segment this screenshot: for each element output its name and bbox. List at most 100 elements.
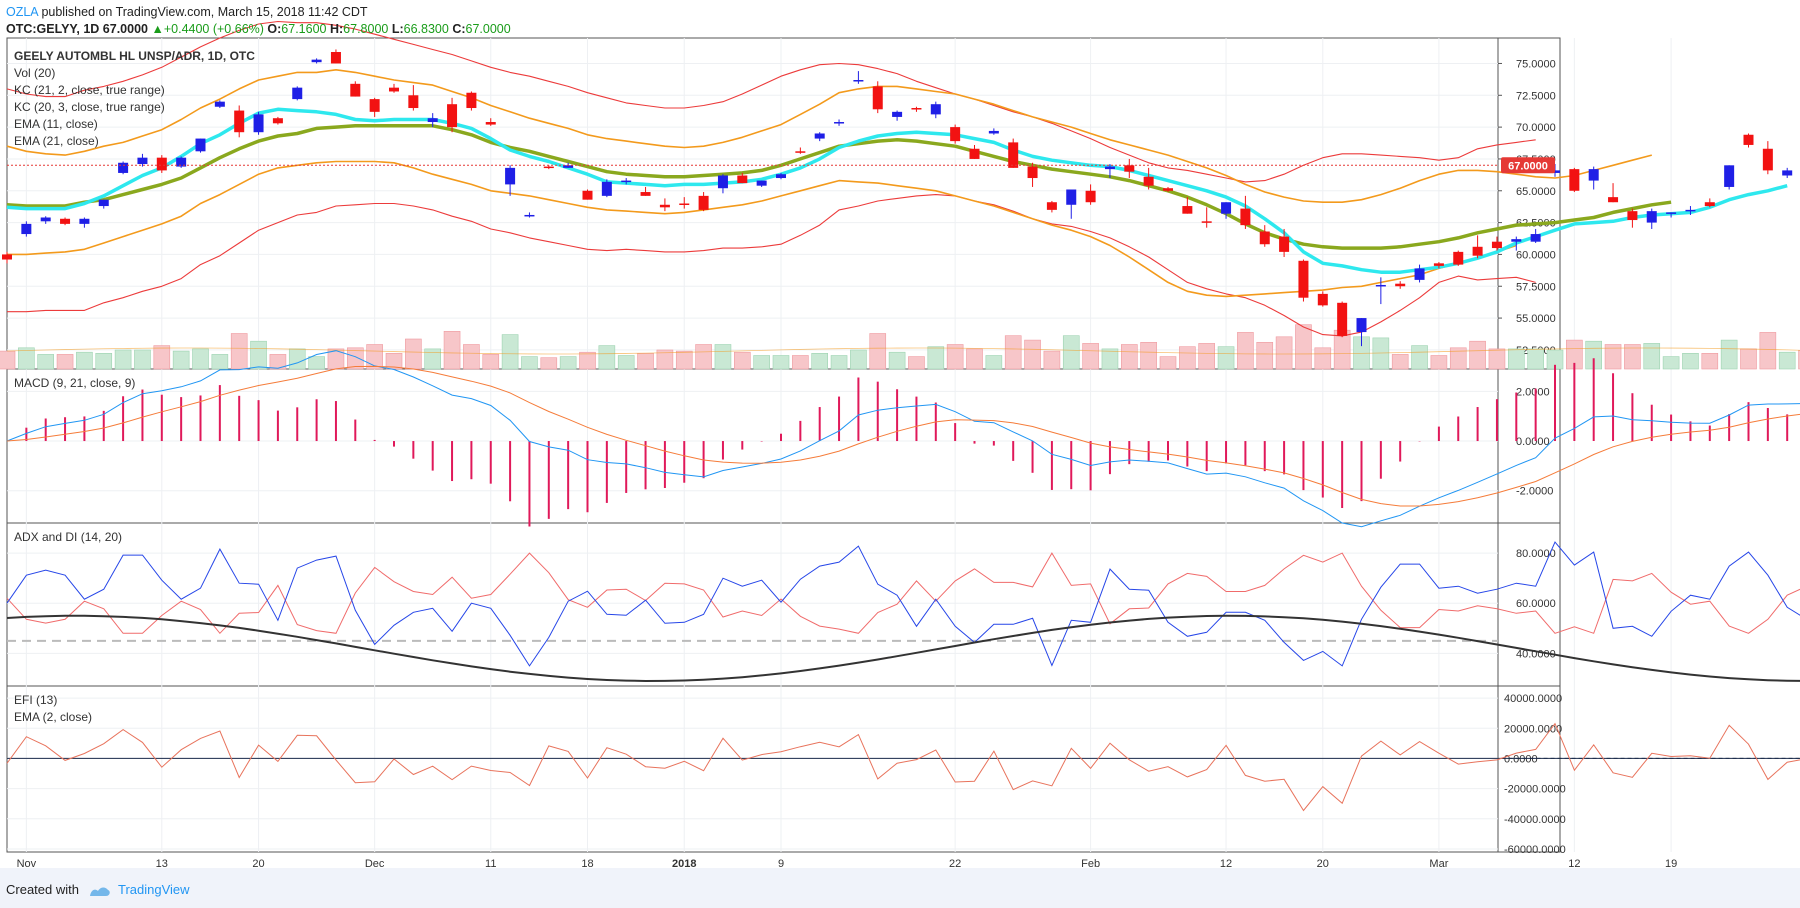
- volume-bar: [598, 345, 616, 370]
- candle-body: [1491, 241, 1502, 249]
- high-value: 67.8000: [343, 22, 389, 36]
- candle-body: [640, 192, 651, 196]
- candle-body: [1298, 260, 1309, 298]
- volume-bar: [1217, 346, 1235, 370]
- volume-bar: [1391, 354, 1409, 370]
- volume-bar: [463, 344, 480, 370]
- volume-bar: [985, 355, 1003, 370]
- kc-inner-upper-line: [6, 69, 1653, 203]
- last-price-tag: [1501, 157, 1555, 174]
- candle-body: [969, 148, 980, 159]
- kc-inner-lower-line: [7, 160, 1517, 298]
- candle-body: [679, 203, 690, 205]
- candle-body: [1240, 208, 1251, 226]
- last-price-label: 67.0000: [1508, 160, 1548, 172]
- volume-bar: [308, 356, 325, 370]
- publisher-name[interactable]: OZLA: [6, 5, 38, 19]
- candle-body: [98, 199, 109, 207]
- candle-body: [156, 157, 167, 171]
- volume-bar: [927, 346, 945, 370]
- candle-body: [292, 87, 303, 100]
- x-tick-label: 12: [1220, 858, 1232, 870]
- candle-body: [1472, 246, 1483, 256]
- adx-legend: ADX and DI (14, 20): [14, 530, 122, 544]
- last-price: 67.0000: [102, 22, 148, 36]
- volume-bar: [1121, 344, 1138, 370]
- candle-body: [776, 174, 786, 179]
- y-tick-label: 80.0000: [1516, 548, 1556, 560]
- candle-body: [1104, 166, 1115, 170]
- volume-bar: [675, 350, 693, 370]
- volume-bar: [1411, 345, 1428, 370]
- candle-body: [1627, 211, 1638, 221]
- candle-body: [1530, 234, 1541, 242]
- efi-ema-legend: EMA (2, close): [14, 710, 92, 724]
- volume-bar: [850, 349, 867, 370]
- candle-body: [1356, 318, 1367, 333]
- candle-body: [40, 217, 51, 222]
- volume-bar: [95, 352, 113, 370]
- tradingview-link[interactable]: TradingView: [118, 882, 190, 897]
- candle-body: [1085, 190, 1096, 203]
- volume-bar: [114, 349, 132, 370]
- volume-bar: [830, 355, 848, 370]
- high-label: H:: [329, 22, 344, 36]
- y-tick-label: 57.5000: [1516, 281, 1556, 293]
- volume-bar: [559, 356, 577, 370]
- candle-body: [137, 157, 148, 165]
- candle-body: [524, 214, 535, 217]
- candle-body: [1027, 166, 1038, 179]
- candle-body: [659, 204, 670, 208]
- volume-bar: [1101, 348, 1119, 370]
- volume-bar: [482, 354, 500, 370]
- symbol-name[interactable]: OTC:GELYY, 1D: [6, 22, 100, 36]
- volume-bar: [1004, 335, 1022, 370]
- candle-body: [853, 80, 864, 82]
- volume-bar: [1430, 355, 1448, 370]
- price-change: +0.4400 (+0.66%): [163, 22, 264, 36]
- candle-body: [118, 162, 129, 173]
- candle-body: [408, 95, 419, 109]
- candle-body: [1685, 209, 1696, 212]
- volume-bar: [1604, 344, 1622, 370]
- volume-bar: [1062, 335, 1080, 370]
- candle-body: [1066, 189, 1077, 205]
- x-tick-label: 2018: [672, 858, 696, 870]
- volume-bar: [1179, 346, 1196, 370]
- candle-body: [1279, 236, 1290, 252]
- volume-bar: [153, 345, 171, 370]
- volume-bar: [1624, 344, 1641, 370]
- signal-line: [6, 365, 1800, 507]
- candle-body: [79, 218, 90, 224]
- candle-body: [1201, 221, 1212, 223]
- candle-body: [756, 180, 767, 186]
- x-tick-label: 20: [1317, 858, 1329, 870]
- candle-body: [60, 218, 71, 224]
- x-tick-label: Dec: [365, 858, 385, 870]
- candle-body: [2, 254, 12, 260]
- open-label: O:: [267, 22, 282, 36]
- candle-body: [466, 92, 477, 109]
- kc-outer-upper-line: [6, 20, 1536, 183]
- candle-body: [1511, 239, 1522, 242]
- candle-body: [350, 83, 361, 97]
- volume-bar: [1024, 339, 1041, 370]
- candle-body: [1143, 176, 1154, 186]
- footer: Created with TradingView: [6, 882, 190, 898]
- y-tick-label: 60.0000: [1516, 249, 1556, 261]
- y-tick-label: -2.0000: [1516, 486, 1553, 498]
- candle-body: [911, 108, 922, 110]
- candle-body: [930, 104, 941, 115]
- candle-body: [1453, 251, 1464, 265]
- volume-bar: [966, 348, 983, 370]
- x-tick-label: Feb: [1081, 858, 1100, 870]
- y-tick-label: -20000.0000: [1504, 784, 1566, 796]
- y-tick-label: 75.0000: [1516, 58, 1556, 70]
- y-tick-label: -40000.0000: [1504, 814, 1566, 826]
- y-tick-label: -60000.0000: [1504, 844, 1566, 856]
- volume-bar: [1720, 339, 1738, 370]
- volume-bar: [501, 334, 519, 370]
- candle-body: [1782, 170, 1793, 176]
- volume-bar: [637, 352, 654, 370]
